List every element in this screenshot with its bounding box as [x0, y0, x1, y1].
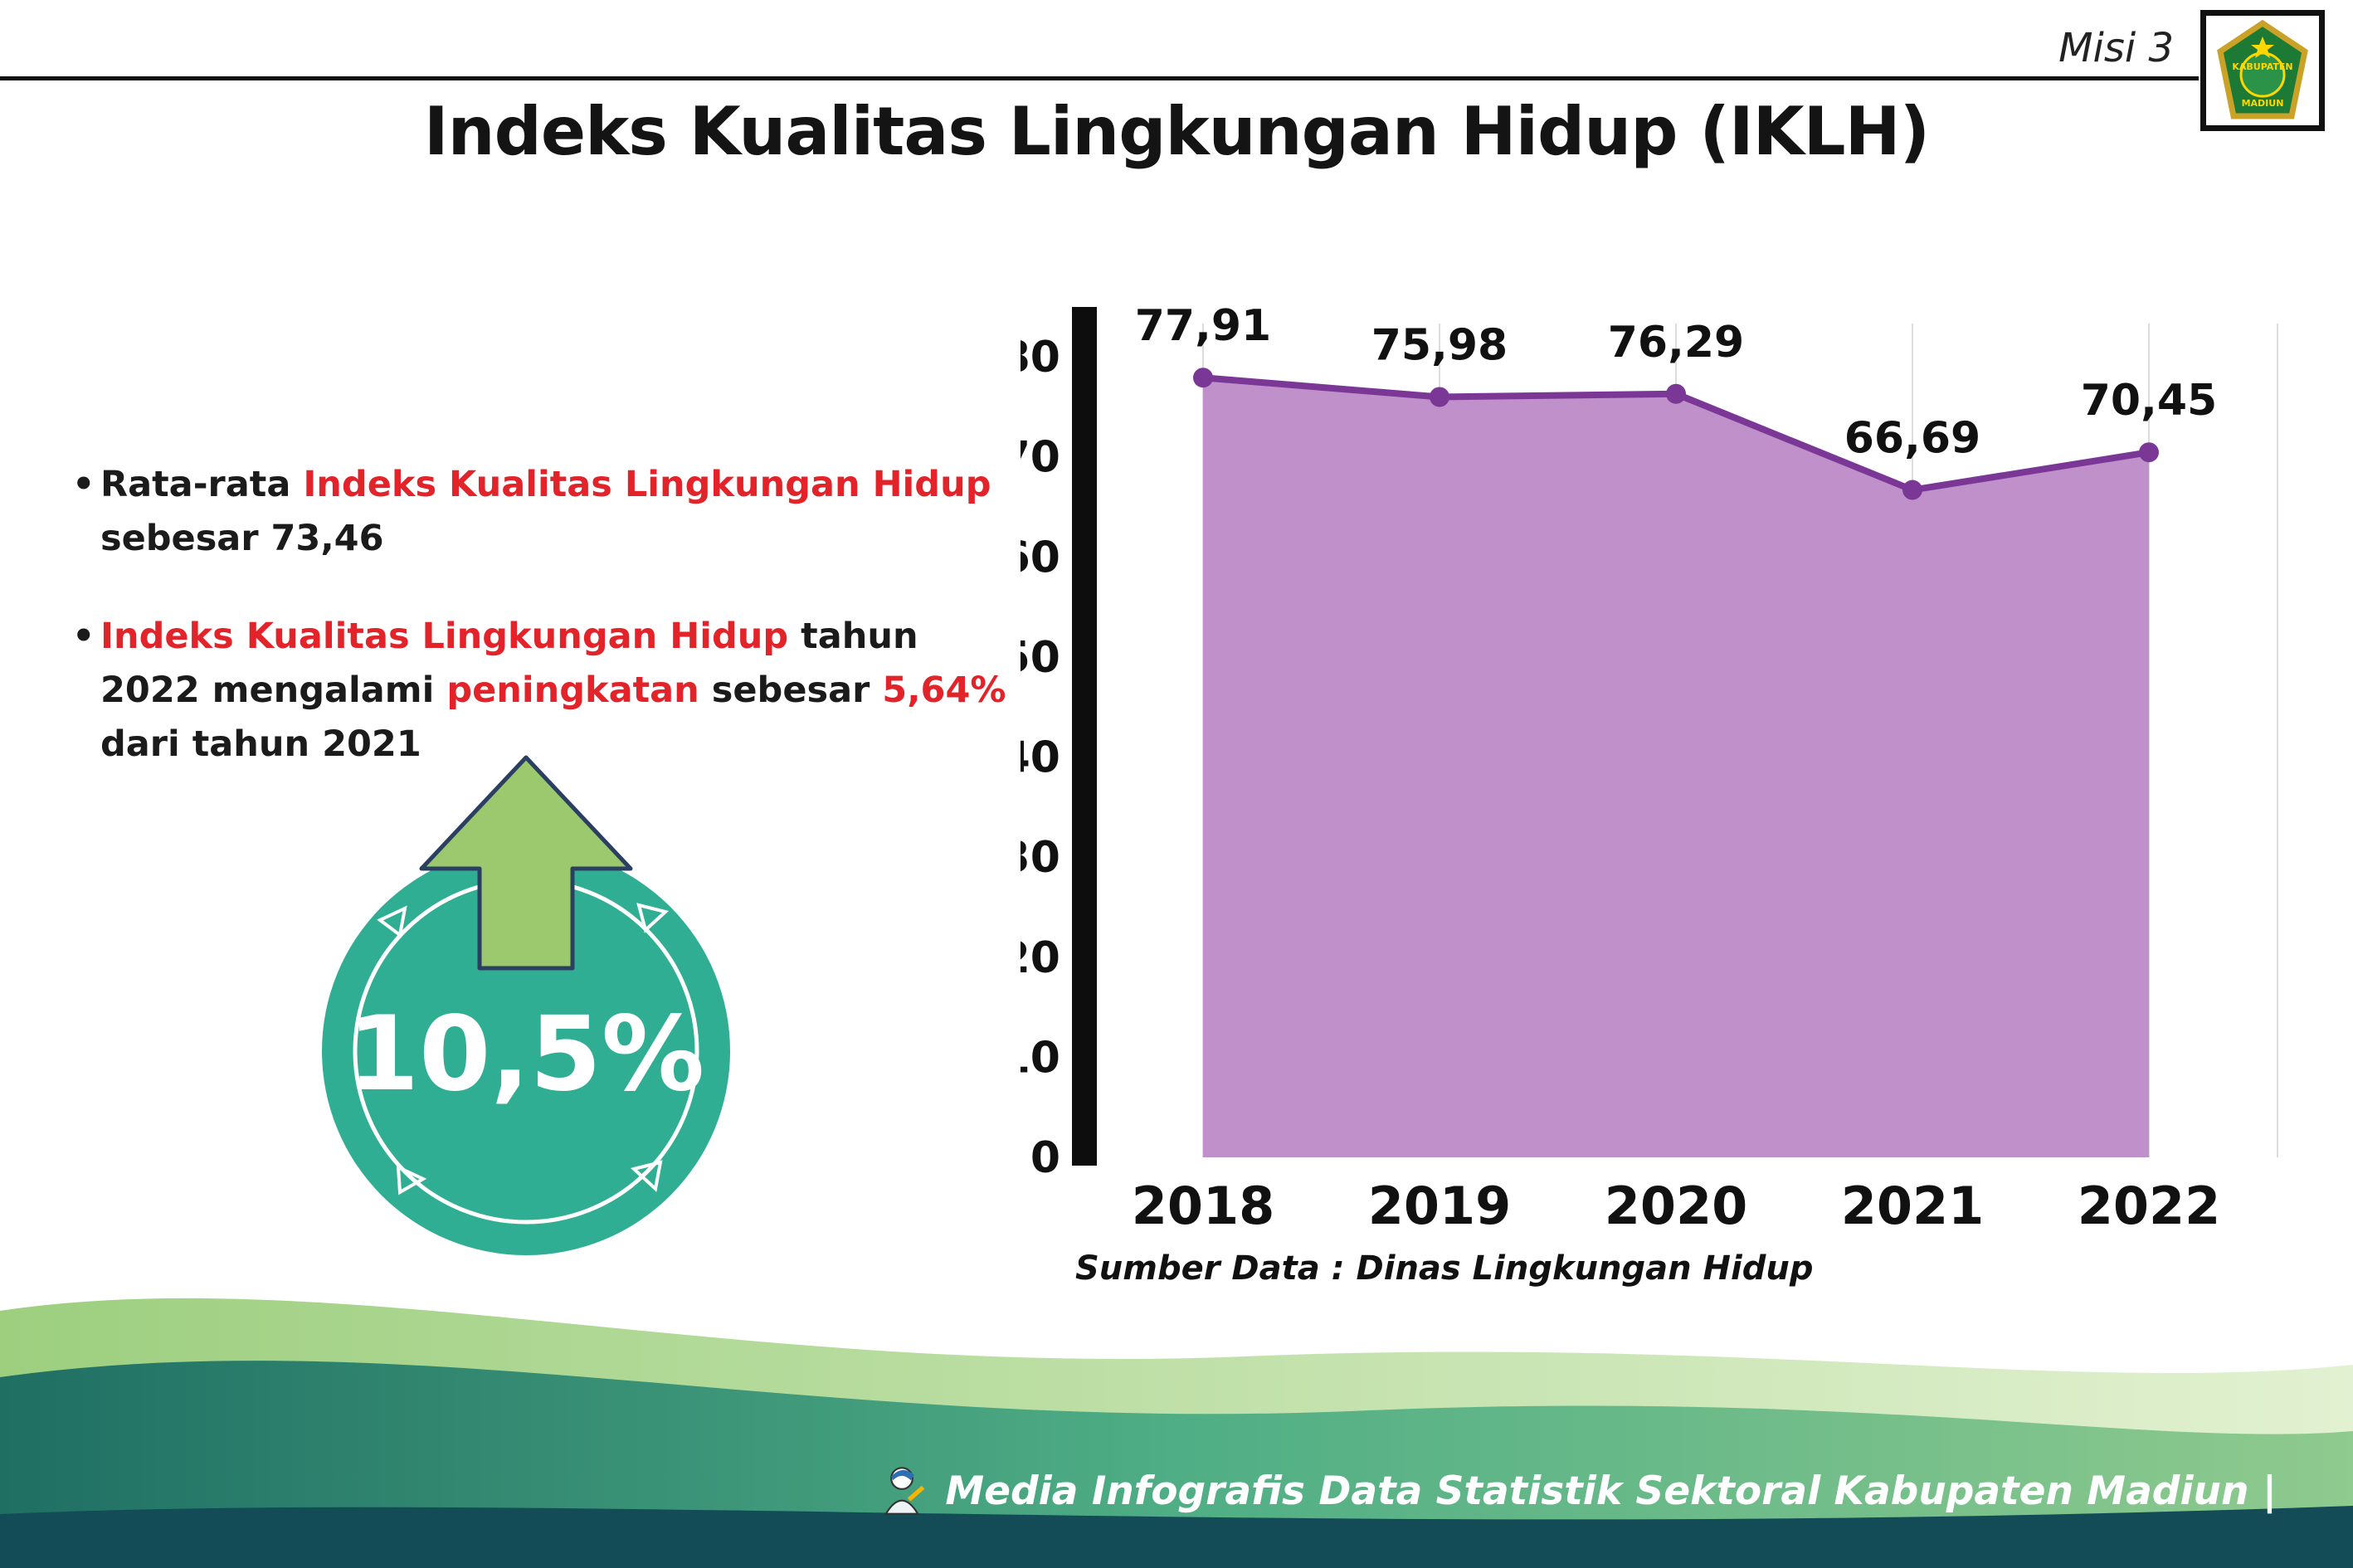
bullet-text-segment-red: peningkatan: [446, 670, 699, 712]
source-note: Sumber Data : Dinas Lingkungan Hidup: [1075, 1249, 1814, 1288]
badge-circle: [322, 847, 730, 1255]
svg-text:40: 40: [1021, 733, 1060, 783]
svg-text:50: 50: [1021, 633, 1060, 683]
logo-text-top: KABUPATEN: [2232, 61, 2292, 72]
svg-text:80: 80: [1021, 333, 1060, 382]
crest-icon: KABUPATEN MADIUN: [2217, 20, 2308, 119]
up-arrow-icon: [419, 755, 633, 971]
summary-bullets: Rata-rata Indeks Kualitas Lingkungan Hid…: [72, 458, 1012, 816]
svg-text:2021: 2021: [1841, 1176, 1985, 1236]
iklh-area-chart: 77,91 75,98 76,29 66,69 70,45 0 10 20 30 40 50 60 70…: [1021, 290, 2315, 1286]
svg-text:66,69: 66,69: [1844, 414, 1980, 464]
svg-text:2020: 2020: [1605, 1176, 1748, 1236]
footer-credit: Media Infografis Data Statistik Sektoral…: [875, 1462, 2277, 1520]
svg-text:0: 0: [1030, 1133, 1060, 1183]
bullet-text-segment-red: Indeks Kualitas Lingkungan Hidup: [303, 464, 991, 505]
chart-canvas: 77,91 75,98 76,29 66,69 70,45 0 10 20 30 40 50 60 70…: [1021, 301, 2278, 1236]
svg-text:70: 70: [1021, 433, 1060, 483]
badge-triangle-decorations: [377, 903, 670, 1195]
increase-badge-graphic: 10,5%: [322, 755, 730, 1255]
footer-text: Media Infografis Data Statistik Sektoral…: [945, 1468, 2277, 1514]
svg-text:2019: 2019: [1368, 1176, 1512, 1236]
svg-text:2022: 2022: [2078, 1176, 2221, 1236]
svg-text:2018: 2018: [1132, 1176, 1275, 1236]
svg-text:70,45: 70,45: [2081, 376, 2217, 426]
bullet-text-segment-red: 5,64%: [882, 670, 1006, 712]
bullet-text-segment: sebesar: [699, 670, 883, 712]
mascot-icon: [884, 1467, 925, 1515]
svg-text:60: 60: [1021, 533, 1060, 582]
header-rule: [0, 76, 2199, 80]
kabupaten-madiun-logo: KABUPATEN MADIUN: [2200, 10, 2325, 131]
increase-badge: 10,5%: [309, 743, 748, 1265]
svg-text:77,91: 77,91: [1135, 301, 1271, 351]
svg-text:30: 30: [1021, 833, 1060, 883]
svg-text:20: 20: [1021, 933, 1060, 983]
svg-text:75,98: 75,98: [1371, 320, 1508, 370]
misi-label: Misi 3: [2058, 25, 2174, 71]
badge-value: 10,5%: [348, 995, 704, 1114]
svg-text:10: 10: [1021, 1033, 1060, 1083]
bullet-average: Rata-rata Indeks Kualitas Lingkungan Hid…: [72, 458, 1012, 567]
svg-text:76,29: 76,29: [1608, 318, 1744, 368]
bullet-text-segment: dari tahun 2021: [100, 723, 421, 766]
bullet-text-segment-red: Indeks Kualitas Lingkungan Hidup: [100, 615, 789, 657]
logo-text-bottom: MADIUN: [2242, 98, 2284, 109]
bullet-text-segment: Rata-rata: [100, 464, 304, 505]
footer-waves: [0, 1298, 2353, 1568]
page-title: Indeks Kualitas Lingkungan Hidup (IKLH): [423, 93, 1930, 170]
bullet-increase: Indeks Kualitas Lingkungan Hidup tahun 2…: [72, 610, 1012, 772]
footer: Media Infografis Data Statistik Sektoral…: [0, 1278, 2353, 1568]
bullet-text-segment: tahun 2022 mengalami: [100, 615, 918, 712]
bullet-text-segment: sebesar 73,46: [100, 518, 384, 560]
